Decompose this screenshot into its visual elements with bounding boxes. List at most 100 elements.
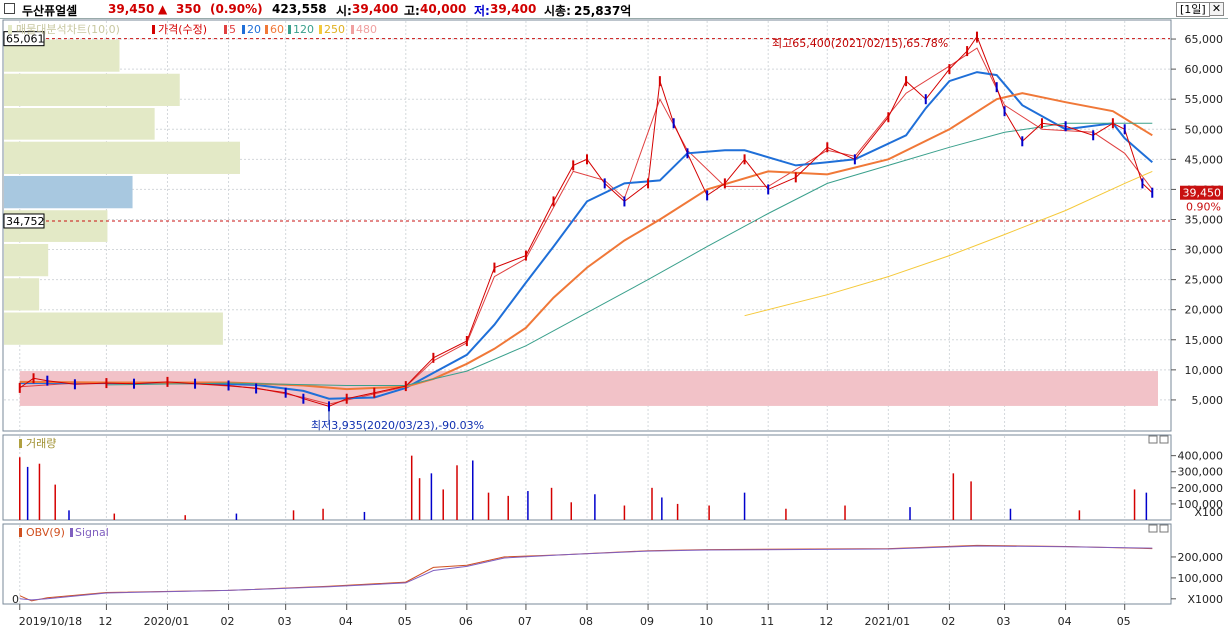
price-candle (194, 378, 197, 389)
price-candle (1021, 136, 1024, 147)
x-tick-label: 12 (98, 615, 112, 628)
low-label: 저: (474, 4, 490, 18)
price-candle (1003, 106, 1006, 117)
up-arrow-icon: ▲ (158, 2, 168, 16)
volume-profile-bar (4, 243, 49, 277)
interval-selector[interactable]: [1일] (1176, 2, 1210, 17)
volume-panel-maximize-button[interactable] (1159, 435, 1169, 444)
price-candle (658, 76, 661, 87)
y-tick-label: 25,000 (1185, 274, 1224, 287)
volume-profile-bar (4, 73, 180, 107)
price-candle (166, 376, 169, 387)
high-price: 40,000 (420, 2, 467, 16)
volume-bar (54, 484, 56, 520)
obv-panel-maximize-button[interactable] (1159, 524, 1169, 533)
legend-signal: Signal (75, 526, 109, 539)
volume-bar (844, 505, 846, 520)
volume-bar (26, 466, 29, 520)
x-tick-label: 03 (997, 615, 1011, 628)
level-lines: 65,061 34,752 (3, 31, 1170, 229)
price-candle (1111, 118, 1114, 129)
price-candle (1092, 130, 1095, 141)
x-tick-label: 04 (339, 615, 353, 628)
volume-bar (410, 455, 413, 520)
ma-line-250 (744, 170, 1153, 317)
volume-bar (594, 494, 596, 520)
x-tick-label: 07 (518, 615, 532, 628)
price-candle (32, 373, 35, 384)
y-tick-label: 20,000 (1185, 304, 1224, 317)
title-bar: 두산퓨얼셀 39,450 ▲ 350 (0.90%) 423,558 시: 39… (0, 0, 1228, 19)
price-candle (105, 378, 108, 389)
legend-ma250: 250 (324, 23, 345, 36)
volume-bar (113, 513, 116, 520)
x-tick-label: 09 (640, 615, 654, 628)
y-tick-label: 5,000 (1192, 394, 1224, 407)
legend-price-swatch (152, 25, 155, 34)
obv-panel-minimize-button[interactable] (1148, 524, 1158, 533)
volume-bar (743, 492, 746, 520)
current-price-tag-pct: 0.90% (1186, 201, 1221, 214)
volume-profile (4, 39, 240, 345)
x-tick-label: 11 (760, 615, 774, 628)
y-tick-label: 65,000 (1185, 33, 1224, 46)
price-candle (432, 352, 435, 363)
legend-ma480-swatch (351, 25, 354, 34)
volume-profile-bar (4, 312, 223, 345)
price-candle (995, 82, 998, 93)
x-tick-label: 10 (699, 615, 713, 628)
volume-profile-bar (4, 141, 240, 174)
signal-line (19, 545, 1153, 601)
volume-bar (952, 473, 955, 520)
grid (4, 21, 1170, 603)
price-candle (572, 160, 575, 171)
volume-bar (651, 487, 653, 520)
price-candle (672, 118, 675, 129)
stock-name: 두산퓨얼셀 (22, 4, 78, 18)
price-candle (345, 393, 348, 404)
volume-bar (570, 502, 572, 520)
volume-panel-minimize-button[interactable] (1148, 435, 1158, 444)
volume-bar (550, 487, 553, 520)
obv-y-tick-label: 100,000 (1178, 572, 1224, 585)
legend-volume-profile: 매물대분석차트(10,0) (16, 23, 120, 36)
market-cap-label: 시총: (544, 4, 571, 18)
legend-volume-profile-swatch (8, 25, 12, 34)
price-candle (794, 172, 797, 183)
volume-bar (487, 492, 490, 520)
level-line-tag (3, 213, 45, 229)
price-candle (1141, 178, 1144, 189)
legend-ma250-swatch (319, 25, 322, 34)
obv-y-tick-label: 200,000 (1178, 551, 1224, 564)
axes: 2019/10/18 12 2020/01 02 03 04 05 06 07 08 09 10 11 1… (12, 33, 1223, 628)
close-icon[interactable]: ✕ (1209, 2, 1224, 16)
select-checkbox[interactable] (4, 3, 15, 14)
price-change-pct: (0.90%) (210, 2, 263, 16)
low-price: 39,400 (490, 2, 537, 16)
legend-ma5-swatch (224, 25, 227, 34)
obv-unit-label: X1000 (1187, 593, 1223, 606)
ma-line-120 (106, 122, 1153, 386)
price-candle (1123, 124, 1126, 135)
price-candle (1151, 187, 1154, 198)
price-candle (743, 154, 746, 165)
price-candle (284, 387, 287, 398)
price-candle (853, 154, 856, 165)
volume-bar (235, 513, 238, 520)
price-candle (686, 148, 689, 159)
current-price-tag-value: 39,450 (1183, 187, 1222, 200)
legend-obv: OBV(9) (26, 526, 65, 539)
volume-bar (661, 497, 663, 520)
volume-bar (184, 515, 186, 520)
volume-bar (472, 460, 474, 520)
volume-bar (909, 507, 911, 520)
legend-ma60: 60 (270, 23, 284, 36)
x-tick-label: 2021/01 (864, 615, 910, 628)
price-candle (552, 196, 555, 207)
price-candle (465, 335, 468, 346)
y-tick-label: 50,000 (1185, 123, 1224, 136)
price-series (18, 31, 1154, 424)
market-cap: 25,837억 (574, 4, 632, 18)
volume-bar (363, 511, 366, 520)
volume-bar (68, 510, 70, 520)
